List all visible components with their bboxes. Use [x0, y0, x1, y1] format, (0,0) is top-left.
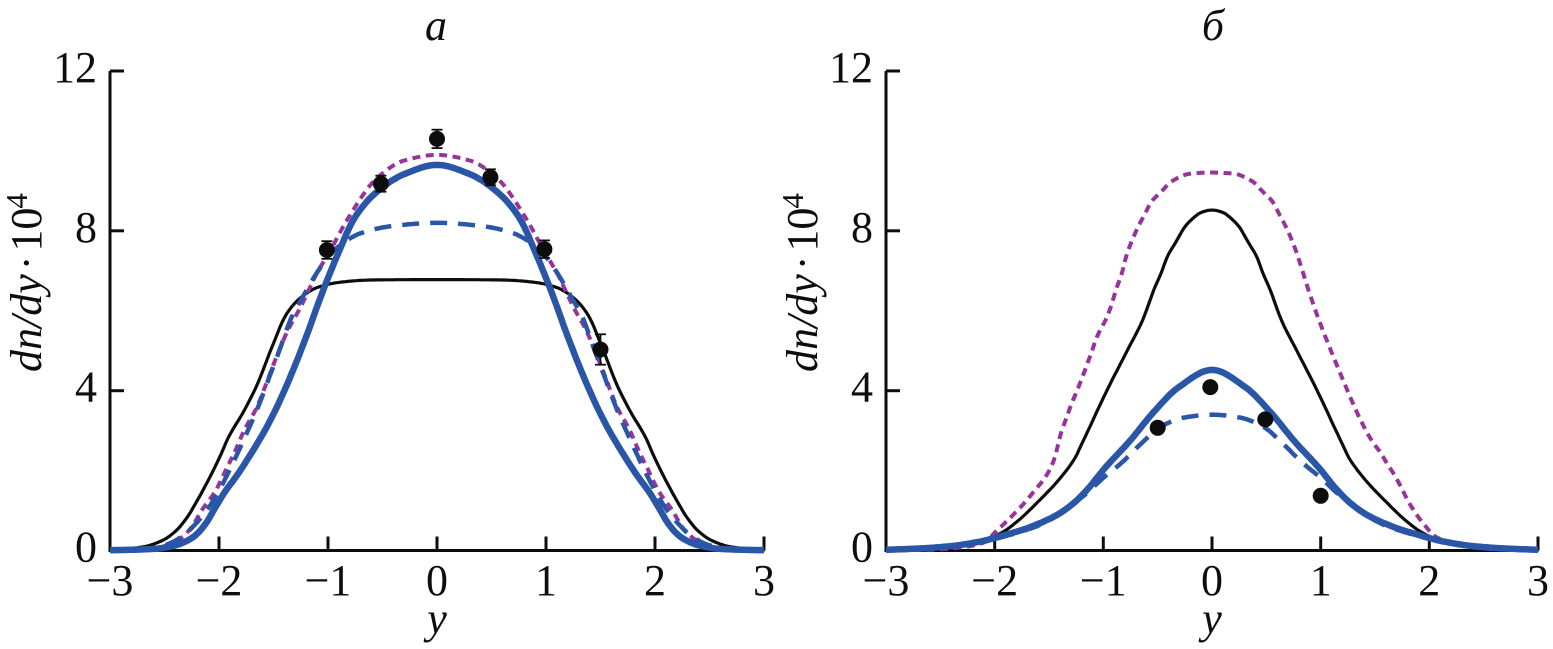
- svg-text:3: 3: [753, 556, 775, 605]
- svg-text:2: 2: [1418, 556, 1440, 605]
- svg-text:4: 4: [75, 363, 97, 412]
- svg-text:y: y: [1198, 594, 1222, 643]
- svg-text:б: б: [1202, 1, 1226, 50]
- svg-text:2: 2: [644, 556, 666, 605]
- svg-text:12: 12: [53, 43, 97, 92]
- svg-text:y: y: [423, 594, 447, 643]
- svg-text:0: 0: [75, 523, 97, 572]
- svg-text:−3: −3: [87, 556, 134, 605]
- svg-text:0: 0: [1201, 556, 1223, 605]
- svg-text:dn/dy·104: dn/dy·104: [775, 193, 827, 372]
- svg-text:a: a: [425, 1, 447, 50]
- svg-text:dn/dy·104: dn/dy·104: [0, 193, 51, 372]
- svg-text:−2: −2: [196, 556, 243, 605]
- svg-text:12: 12: [829, 43, 873, 92]
- svg-text:8: 8: [75, 203, 97, 252]
- svg-text:−2: −2: [971, 556, 1018, 605]
- svg-text:0: 0: [851, 523, 873, 572]
- svg-text:−1: −1: [305, 556, 352, 605]
- svg-text:3: 3: [1527, 556, 1549, 605]
- svg-text:1: 1: [535, 556, 557, 605]
- svg-text:4: 4: [851, 363, 873, 412]
- svg-text:−1: −1: [1080, 556, 1127, 605]
- svg-text:8: 8: [851, 203, 873, 252]
- svg-text:0: 0: [426, 556, 448, 605]
- svg-text:1: 1: [1310, 556, 1332, 605]
- svg-text:−3: −3: [863, 556, 910, 605]
